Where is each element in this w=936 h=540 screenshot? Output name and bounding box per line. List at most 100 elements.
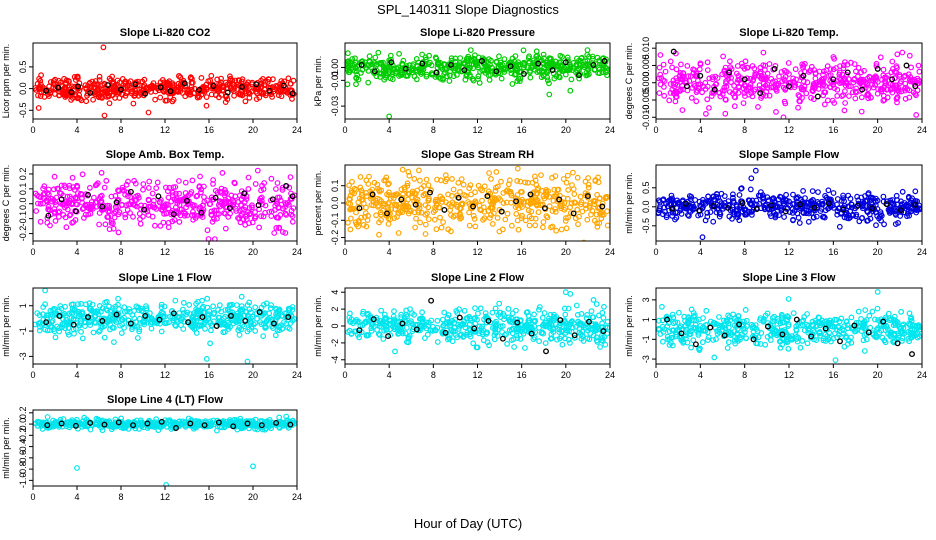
reference-point bbox=[562, 59, 569, 66]
data-point bbox=[395, 230, 402, 236]
data-point bbox=[447, 320, 454, 326]
data-point bbox=[431, 216, 438, 223]
data-point bbox=[401, 184, 408, 191]
data-point bbox=[262, 202, 269, 209]
data-point bbox=[106, 202, 112, 209]
data-point bbox=[496, 53, 502, 60]
reference-point bbox=[507, 63, 514, 70]
data-point bbox=[467, 182, 474, 189]
data-point bbox=[891, 201, 897, 208]
data-point bbox=[867, 324, 874, 331]
data-point bbox=[534, 52, 540, 59]
data-point bbox=[55, 213, 62, 220]
data-point bbox=[794, 338, 801, 345]
data-point bbox=[757, 68, 764, 75]
data-point bbox=[282, 200, 289, 206]
data-point bbox=[228, 204, 234, 211]
data-point bbox=[363, 177, 370, 184]
data-point bbox=[389, 62, 396, 69]
data-point bbox=[661, 83, 667, 90]
data-point bbox=[823, 67, 830, 74]
data-point bbox=[172, 297, 179, 304]
data-point bbox=[435, 61, 442, 68]
data-point bbox=[783, 191, 789, 198]
reference-point bbox=[584, 193, 591, 200]
data-point bbox=[99, 305, 106, 312]
data-point bbox=[557, 52, 564, 59]
data-point bbox=[768, 75, 775, 82]
data-point bbox=[858, 69, 864, 76]
data-point bbox=[90, 96, 96, 103]
data-point bbox=[509, 81, 516, 87]
data-point bbox=[224, 307, 231, 314]
data-point bbox=[520, 330, 527, 337]
data-point bbox=[499, 323, 506, 329]
data-point bbox=[352, 219, 359, 226]
outlier-point bbox=[567, 87, 574, 94]
data-point bbox=[805, 218, 812, 225]
data-point bbox=[181, 212, 188, 219]
data-point bbox=[713, 336, 719, 343]
data-point bbox=[177, 74, 184, 81]
data-point bbox=[735, 76, 741, 83]
data-point bbox=[803, 90, 810, 97]
panel-title: Slope Amb. Box Temp. bbox=[106, 149, 225, 161]
data-point bbox=[567, 204, 573, 211]
data-point bbox=[419, 309, 426, 316]
data-point bbox=[82, 323, 88, 330]
data-point bbox=[781, 214, 787, 220]
data-point bbox=[164, 202, 171, 208]
data-point bbox=[565, 186, 572, 193]
data-point bbox=[149, 319, 155, 326]
data-point bbox=[912, 90, 919, 97]
data-point bbox=[384, 326, 390, 333]
data-point bbox=[426, 52, 433, 59]
data-point bbox=[417, 315, 424, 322]
data-point bbox=[154, 317, 161, 324]
data-point bbox=[704, 209, 711, 216]
data-point bbox=[536, 338, 542, 345]
data-point bbox=[249, 204, 255, 211]
data-point bbox=[783, 197, 790, 204]
data-point bbox=[417, 219, 424, 226]
outlier-point bbox=[476, 79, 483, 86]
data-point bbox=[210, 311, 217, 318]
y-tick-label: 0.5 bbox=[18, 61, 28, 74]
data-point bbox=[493, 168, 500, 175]
data-point bbox=[165, 194, 172, 201]
x-tick-label: 4 bbox=[74, 125, 79, 135]
data-point bbox=[86, 184, 93, 191]
data-point bbox=[398, 314, 405, 321]
outlier-point bbox=[567, 291, 574, 297]
data-point bbox=[590, 297, 597, 303]
data-point bbox=[497, 59, 504, 66]
data-point bbox=[553, 191, 560, 198]
data-point bbox=[815, 314, 822, 321]
data-point bbox=[457, 322, 464, 329]
data-point bbox=[260, 333, 267, 340]
data-point bbox=[210, 177, 217, 183]
data-point bbox=[868, 94, 874, 101]
reference-point bbox=[155, 193, 162, 200]
data-point bbox=[803, 210, 810, 217]
data-point bbox=[148, 316, 155, 323]
data-point bbox=[702, 79, 709, 86]
data-point bbox=[126, 309, 133, 315]
data-point bbox=[222, 313, 229, 320]
data-point bbox=[392, 206, 399, 212]
data-point bbox=[123, 181, 130, 188]
data-point bbox=[452, 316, 459, 323]
data-point bbox=[112, 94, 118, 101]
data-point bbox=[422, 56, 429, 63]
data-point bbox=[238, 293, 245, 300]
data-point bbox=[538, 172, 544, 179]
reference-point bbox=[739, 200, 746, 206]
data-point bbox=[121, 304, 128, 311]
data-point bbox=[550, 197, 557, 204]
reference-point bbox=[493, 68, 500, 75]
data-point bbox=[492, 325, 498, 332]
data-point bbox=[818, 201, 825, 208]
panel-title: Slope Sample Flow bbox=[739, 149, 840, 161]
data-point bbox=[872, 198, 879, 205]
